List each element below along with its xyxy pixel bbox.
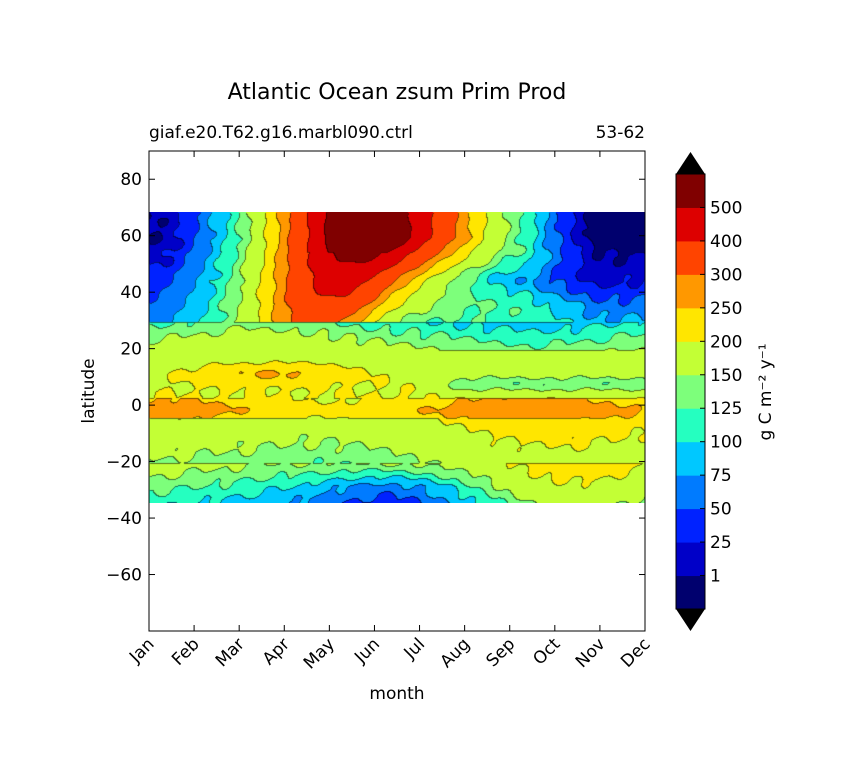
- colorbar-tick-label: 125: [710, 399, 742, 419]
- y-tick-label: 80: [120, 170, 142, 190]
- colorbar-tick-label: 50: [710, 500, 732, 520]
- x-tick-label: May: [300, 634, 339, 673]
- colorbar-extend-max: [676, 152, 705, 174]
- x-tick-label: Sep: [482, 634, 519, 671]
- x-tick-label: Apr: [259, 634, 294, 669]
- colorbar-bin: [676, 575, 705, 610]
- chart-title: Atlantic Ocean zsum Prim Prod: [228, 80, 567, 105]
- y-axis: 80 60 40 20 0 −20 −40 −60: [106, 170, 645, 586]
- y-tick-label: 40: [120, 283, 142, 303]
- colorbar-bin: [676, 441, 705, 476]
- colorbar-bin: [676, 374, 705, 409]
- colorbar-bin: [676, 240, 705, 275]
- x-tick-label: Aug: [437, 634, 475, 672]
- colorbar-bin: [676, 207, 705, 242]
- colorbar-tick-label: 200: [710, 332, 742, 352]
- colorbar-label: g C m⁻² y⁻¹: [756, 343, 776, 440]
- colorbar-bin: [676, 542, 705, 577]
- colorbar-tick-label: 1: [710, 567, 721, 587]
- plot-area: [149, 151, 645, 631]
- x-tick-label: Jul: [400, 634, 429, 663]
- y-tick-label: 60: [120, 227, 142, 247]
- colorbar-tick-label: 250: [710, 299, 742, 319]
- x-tick-label: Jun: [350, 634, 384, 668]
- x-tick-label: Dec: [617, 634, 654, 671]
- x-tick-label: Mar: [212, 634, 249, 671]
- y-axis-label: latitude: [79, 358, 99, 423]
- y-tick-label: 0: [131, 396, 142, 416]
- colorbar-extend-min: [676, 609, 705, 631]
- y-tick-label: 20: [120, 340, 142, 360]
- colorbar-bin: [676, 408, 705, 443]
- colorbar-bin: [676, 508, 705, 543]
- colorbar-tick-label: 100: [710, 433, 742, 453]
- x-tick-label: Nov: [572, 634, 610, 672]
- y-tick-label: −40: [106, 509, 142, 529]
- colorbar-tick-label: 300: [710, 265, 742, 285]
- colorbar-bin: [676, 307, 705, 342]
- colorbar-bin: [676, 174, 705, 208]
- colorbar-tick-label: 150: [710, 366, 742, 386]
- colorbar-tick-label: 25: [710, 533, 732, 553]
- colorbar-bin: [676, 475, 705, 510]
- colorbar-tick-label: 75: [710, 466, 732, 486]
- chart-subtitle-left: giaf.e20.T62.g16.marbl090.ctrl: [149, 123, 413, 143]
- y-tick-label: −60: [106, 566, 142, 586]
- colorbar-tick-label: 500: [710, 198, 742, 218]
- colorbar-frame: [675, 173, 706, 610]
- colorbar-bin: [676, 274, 705, 309]
- colorbar-bin: [676, 341, 705, 376]
- colorbar-tick-label: 400: [710, 232, 742, 252]
- x-tick-label: Oct: [529, 634, 564, 669]
- productivity-contour-field: [149, 212, 645, 503]
- x-tick-label: Feb: [168, 634, 203, 669]
- plot-frame: [148, 150, 646, 632]
- y-tick-label: −20: [106, 453, 142, 473]
- x-tick-label: Jan: [125, 634, 158, 667]
- chart-subtitle-right: 53-62: [596, 123, 645, 143]
- x-axis-label: month: [369, 684, 424, 704]
